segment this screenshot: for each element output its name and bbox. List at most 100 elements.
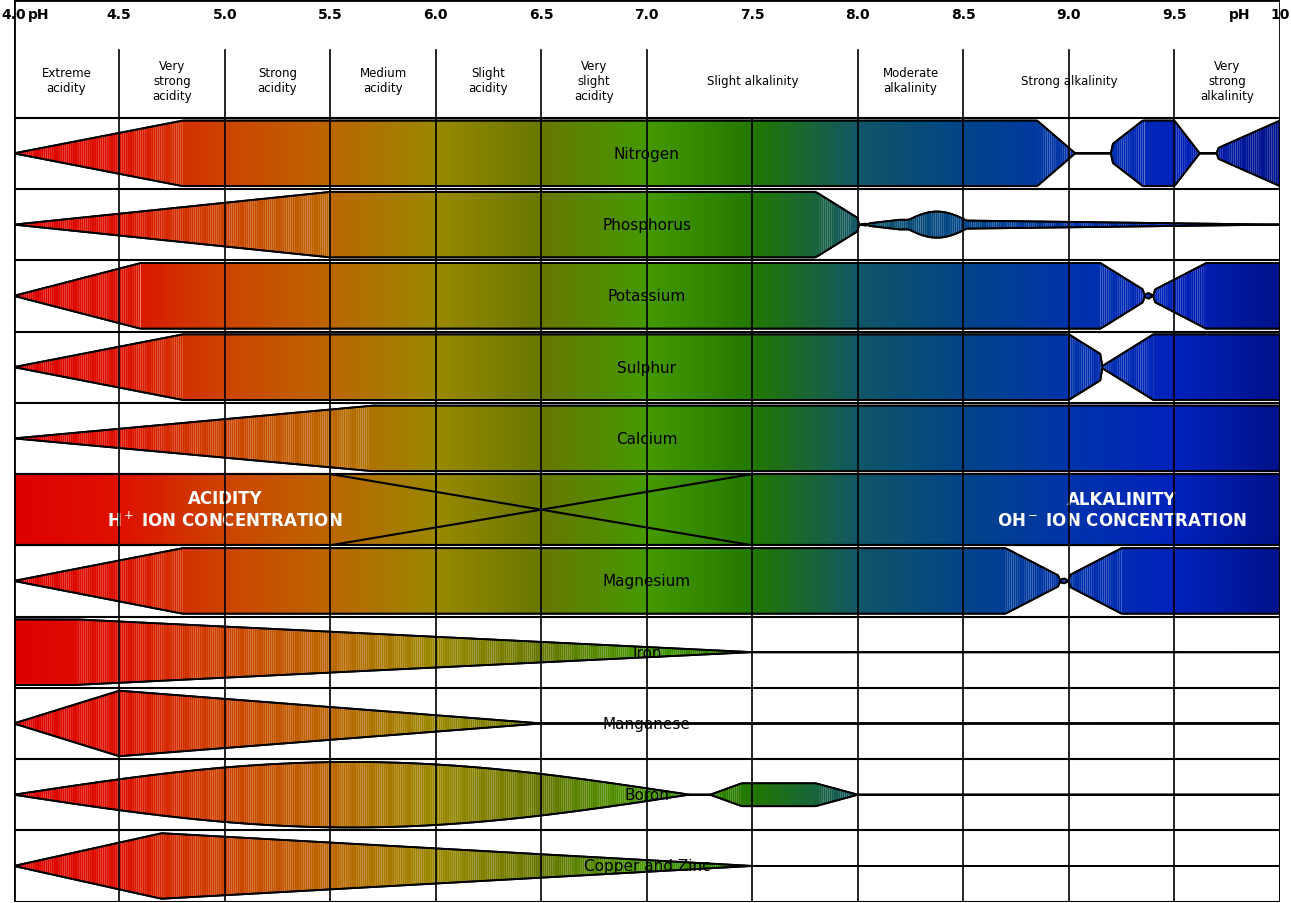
Polygon shape bbox=[485, 639, 487, 666]
Bar bbox=[1233, 474, 1235, 545]
Polygon shape bbox=[411, 636, 413, 669]
Polygon shape bbox=[914, 121, 917, 187]
Bar bbox=[546, 118, 549, 901]
Polygon shape bbox=[1050, 335, 1052, 400]
Polygon shape bbox=[691, 264, 692, 330]
Polygon shape bbox=[200, 626, 201, 679]
Polygon shape bbox=[1052, 335, 1053, 400]
Bar bbox=[935, 118, 939, 901]
Bar bbox=[39, 474, 41, 545]
Polygon shape bbox=[631, 192, 633, 258]
Polygon shape bbox=[684, 794, 686, 796]
Polygon shape bbox=[48, 574, 49, 588]
Bar bbox=[669, 118, 673, 901]
Polygon shape bbox=[735, 121, 737, 187]
Bar bbox=[609, 118, 612, 901]
Polygon shape bbox=[580, 779, 582, 811]
Polygon shape bbox=[225, 335, 227, 400]
Polygon shape bbox=[352, 762, 354, 827]
Polygon shape bbox=[293, 121, 294, 187]
Polygon shape bbox=[148, 554, 151, 608]
Polygon shape bbox=[1075, 339, 1077, 396]
Polygon shape bbox=[726, 264, 728, 330]
Polygon shape bbox=[940, 548, 941, 614]
Bar bbox=[1153, 118, 1157, 901]
Polygon shape bbox=[26, 224, 28, 227]
Polygon shape bbox=[422, 264, 423, 330]
Polygon shape bbox=[394, 121, 396, 187]
Polygon shape bbox=[515, 721, 516, 726]
Polygon shape bbox=[316, 762, 318, 827]
Polygon shape bbox=[172, 337, 174, 399]
Polygon shape bbox=[1259, 264, 1261, 330]
Polygon shape bbox=[705, 192, 707, 258]
Polygon shape bbox=[416, 264, 417, 330]
Polygon shape bbox=[489, 121, 492, 187]
Polygon shape bbox=[324, 707, 327, 740]
Polygon shape bbox=[648, 861, 649, 871]
Polygon shape bbox=[731, 335, 732, 400]
Polygon shape bbox=[795, 192, 798, 258]
Polygon shape bbox=[114, 562, 115, 601]
Bar bbox=[997, 474, 999, 545]
Polygon shape bbox=[250, 628, 253, 677]
Polygon shape bbox=[187, 207, 190, 244]
Polygon shape bbox=[124, 560, 125, 603]
Polygon shape bbox=[1153, 224, 1155, 227]
Polygon shape bbox=[977, 264, 980, 330]
Bar bbox=[14, 2, 1279, 118]
Polygon shape bbox=[21, 438, 22, 440]
Polygon shape bbox=[980, 264, 982, 330]
Polygon shape bbox=[515, 641, 516, 664]
Polygon shape bbox=[549, 406, 551, 471]
Polygon shape bbox=[207, 421, 208, 457]
Polygon shape bbox=[1233, 225, 1235, 226]
Polygon shape bbox=[804, 192, 807, 258]
Polygon shape bbox=[1263, 335, 1265, 400]
Polygon shape bbox=[621, 121, 622, 187]
Bar bbox=[618, 118, 621, 901]
Polygon shape bbox=[170, 424, 172, 453]
Polygon shape bbox=[977, 335, 980, 400]
Polygon shape bbox=[382, 712, 383, 736]
Polygon shape bbox=[276, 414, 278, 463]
Polygon shape bbox=[785, 121, 788, 187]
Polygon shape bbox=[443, 264, 445, 330]
Polygon shape bbox=[503, 121, 506, 187]
Polygon shape bbox=[667, 335, 669, 400]
Polygon shape bbox=[207, 769, 208, 821]
Polygon shape bbox=[878, 121, 880, 187]
Polygon shape bbox=[234, 767, 236, 823]
Polygon shape bbox=[183, 208, 185, 243]
Polygon shape bbox=[244, 418, 247, 461]
Bar bbox=[638, 118, 640, 901]
Polygon shape bbox=[1041, 222, 1043, 228]
Bar bbox=[445, 474, 447, 545]
Polygon shape bbox=[1176, 548, 1179, 614]
Polygon shape bbox=[147, 776, 148, 815]
Polygon shape bbox=[148, 776, 151, 815]
Polygon shape bbox=[751, 192, 754, 258]
Polygon shape bbox=[284, 548, 287, 614]
Text: 5.5: 5.5 bbox=[318, 8, 342, 23]
Polygon shape bbox=[287, 414, 288, 464]
Polygon shape bbox=[522, 548, 523, 614]
Bar bbox=[927, 474, 930, 545]
Polygon shape bbox=[236, 628, 238, 677]
Bar bbox=[574, 474, 576, 545]
Bar bbox=[626, 474, 629, 545]
Polygon shape bbox=[356, 709, 359, 738]
Polygon shape bbox=[691, 406, 692, 471]
Text: Manganese: Manganese bbox=[603, 716, 691, 731]
Polygon shape bbox=[41, 148, 44, 160]
Polygon shape bbox=[722, 121, 724, 187]
Bar bbox=[85, 474, 88, 545]
Polygon shape bbox=[407, 713, 409, 734]
Bar bbox=[638, 474, 639, 545]
Polygon shape bbox=[392, 335, 394, 400]
Bar bbox=[309, 118, 311, 901]
Polygon shape bbox=[405, 763, 407, 826]
Polygon shape bbox=[145, 693, 147, 754]
Polygon shape bbox=[1238, 335, 1239, 400]
Polygon shape bbox=[1166, 121, 1168, 187]
